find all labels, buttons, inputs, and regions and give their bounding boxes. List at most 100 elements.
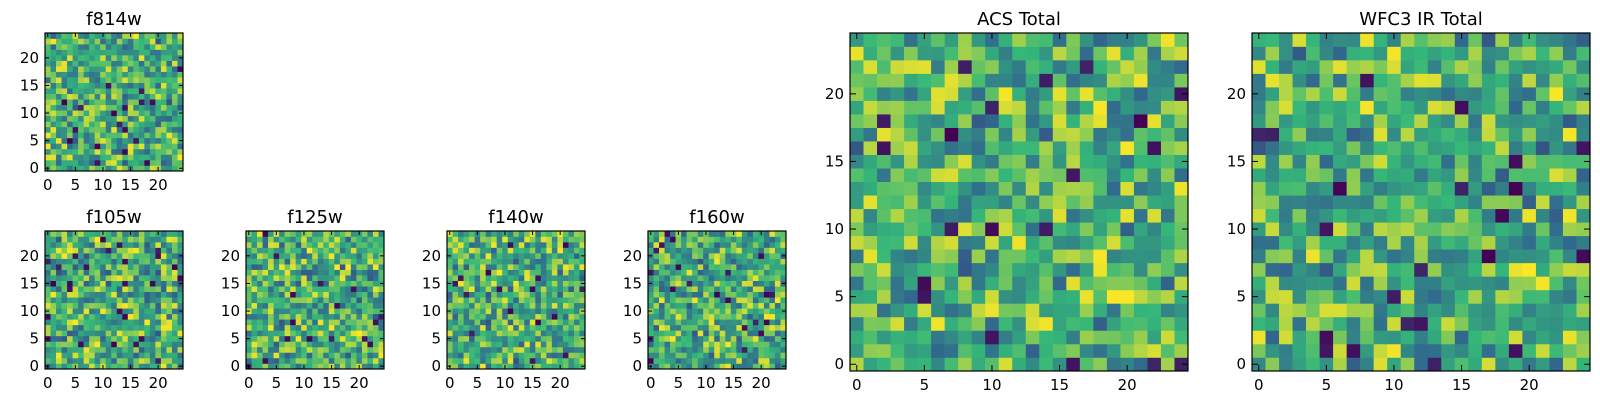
heatmap-cell — [133, 71, 140, 78]
heatmap-cell — [323, 286, 330, 293]
heatmap-cell — [1265, 222, 1280, 237]
heatmap-cell — [1106, 330, 1121, 345]
x-tick-label: 20 — [551, 374, 570, 392]
heatmap-cell — [863, 343, 878, 358]
heatmap-cell — [1481, 114, 1496, 128]
heatmap-cell — [485, 357, 492, 364]
heatmap-cell — [279, 247, 285, 254]
heatmap-cell — [149, 242, 156, 248]
heatmap-cell — [904, 262, 918, 277]
heatmap-cell — [850, 87, 864, 101]
heatmap-cell — [692, 242, 698, 248]
heatmap-cell — [1441, 60, 1456, 74]
heatmap-cell — [61, 313, 68, 320]
heatmap-cell — [562, 357, 569, 364]
heatmap-cell — [469, 258, 475, 265]
heatmap-cell — [67, 49, 73, 56]
heatmap-cell — [1562, 114, 1577, 128]
heatmap-cell — [1454, 357, 1469, 372]
heatmap-cell — [122, 269, 129, 276]
heatmap-cell — [681, 324, 687, 331]
heatmap-cell — [708, 357, 715, 364]
heatmap-cell — [94, 49, 101, 56]
heatmap-cell — [736, 324, 743, 331]
heatmap-cell — [877, 114, 891, 128]
heatmap-cell — [529, 357, 536, 364]
heatmap-cell — [529, 286, 536, 293]
heatmap-cell — [361, 341, 368, 348]
heatmap-cell — [877, 154, 891, 169]
heatmap-cell — [1160, 33, 1175, 47]
heatmap-cell — [149, 302, 156, 309]
heatmap-cell — [540, 302, 547, 309]
heatmap-cell — [524, 242, 531, 248]
y-tick-label: 20 — [623, 247, 642, 265]
heatmap-cell — [257, 297, 263, 304]
heatmap-cell — [736, 231, 743, 237]
heatmap-cell — [116, 247, 123, 254]
heatmap-cell — [774, 242, 781, 248]
heatmap-cell — [144, 159, 151, 166]
heatmap-cell — [122, 104, 129, 111]
heatmap-cell — [1012, 127, 1027, 142]
heatmap-cell — [944, 289, 959, 304]
heatmap-cell — [372, 308, 379, 315]
heatmap-cell — [171, 335, 178, 342]
heatmap-cell — [686, 341, 693, 348]
heatmap-cell — [763, 330, 770, 337]
heatmap-cell — [345, 236, 352, 243]
heatmap-cell — [1387, 87, 1402, 101]
heatmap-cell — [295, 242, 302, 248]
heatmap-cell — [958, 114, 972, 128]
heatmap-cell — [1106, 289, 1121, 304]
heatmap-cell — [1495, 46, 1510, 61]
y-tick-label: 0 — [431, 357, 441, 375]
heatmap-cell — [551, 291, 558, 298]
heatmap-cell — [160, 363, 167, 370]
heatmap-cell — [675, 242, 682, 248]
heatmap-cell — [540, 264, 547, 270]
heatmap-cell — [507, 242, 514, 248]
heatmap-cell — [144, 88, 151, 95]
heatmap-cell — [1495, 154, 1510, 169]
heatmap-cell — [1508, 60, 1523, 74]
heatmap-cell — [290, 297, 296, 304]
y-tick-label: 0 — [1236, 355, 1246, 373]
heatmap-cell — [78, 110, 84, 117]
heatmap-cell — [1066, 316, 1081, 331]
heatmap-cell — [105, 236, 112, 243]
heatmap-cell — [1252, 100, 1266, 115]
heatmap-cell — [345, 231, 352, 237]
heatmap-cell — [502, 324, 509, 331]
heatmap-cell — [741, 236, 748, 243]
heatmap-cell — [50, 242, 57, 248]
heatmap-cell — [306, 313, 313, 320]
heatmap-cell — [1360, 343, 1374, 358]
heatmap-cell — [1106, 181, 1121, 196]
heatmap-cell — [944, 195, 959, 210]
heatmap-cell — [1454, 222, 1469, 237]
heatmap-cell — [1120, 222, 1135, 237]
heatmap-cell — [83, 55, 90, 61]
heatmap-cell — [686, 324, 693, 331]
heatmap-cell — [89, 93, 95, 100]
heatmap-cell — [171, 231, 178, 237]
heatmap-cell — [664, 280, 671, 287]
heatmap-cell — [664, 346, 671, 353]
heatmap-cell — [562, 269, 569, 276]
heatmap-cell — [474, 335, 481, 342]
heatmap-cell — [251, 319, 258, 326]
heatmap-cell — [458, 231, 464, 237]
heatmap-cell — [958, 33, 972, 47]
heatmap-cell — [1120, 289, 1135, 304]
heatmap-cell — [257, 253, 263, 259]
heatmap-cell — [67, 154, 73, 161]
heatmap-cell — [1576, 330, 1591, 345]
heatmap-cell — [78, 258, 84, 265]
heatmap-cell — [61, 143, 68, 150]
heatmap-cell — [334, 341, 341, 348]
heatmap-cell — [562, 297, 569, 304]
heatmap-cell — [89, 71, 95, 78]
heatmap-cell — [1066, 357, 1081, 372]
